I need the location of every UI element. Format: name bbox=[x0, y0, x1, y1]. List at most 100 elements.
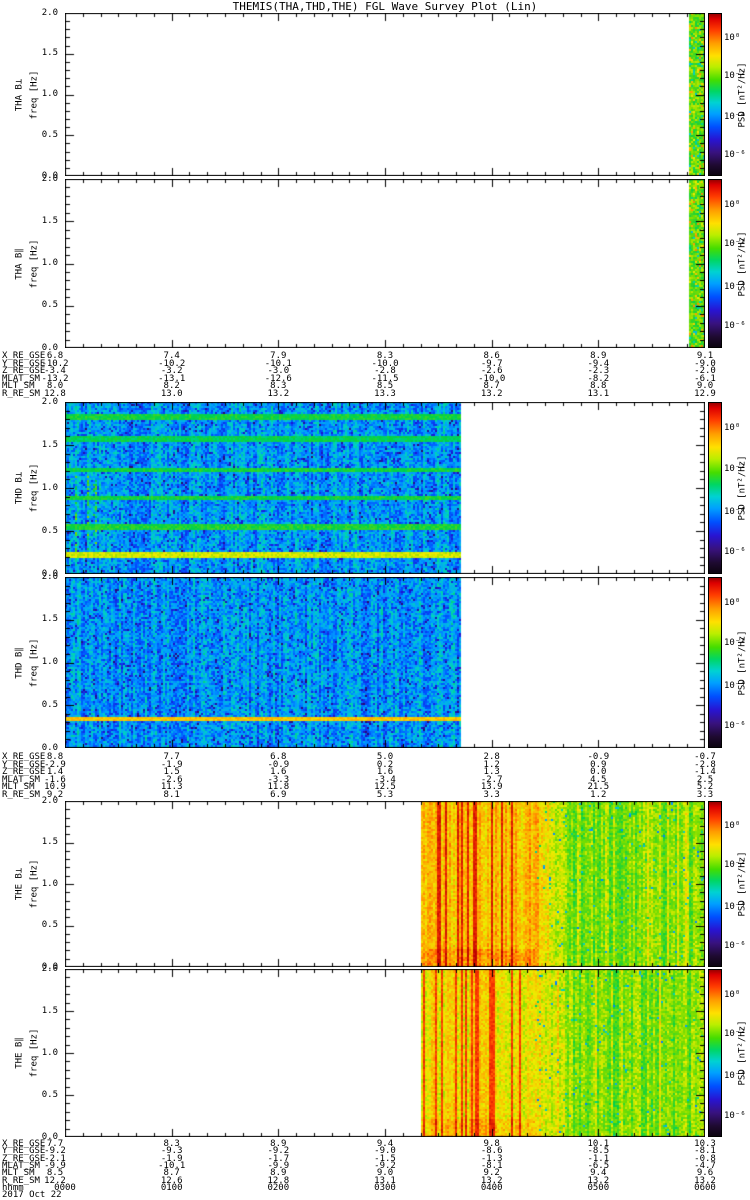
ephemeris-value: -10.0 bbox=[371, 358, 399, 369]
ephemeris-value: -2.3 bbox=[587, 366, 610, 377]
ephemeris-value: 8.5 bbox=[46, 1168, 64, 1179]
ephemeris-value: 11.3 bbox=[160, 782, 183, 793]
freq-tick-label: 0.5 bbox=[41, 129, 58, 140]
ephemeris-value: -8.6 bbox=[480, 1146, 503, 1157]
colorbar-tick-label: 10⁻⁴ bbox=[724, 680, 746, 691]
freq-tick-label: 0.5 bbox=[41, 300, 58, 311]
ephemeris-value: 12.9 bbox=[694, 389, 716, 399]
ephemeris-value: 13.2 bbox=[694, 1175, 716, 1186]
freq-tick-label: 0.0 bbox=[41, 170, 58, 181]
panel-label-the-bperp: THE B⊥ bbox=[14, 867, 25, 901]
colorbar-tick-label: 10⁰ bbox=[724, 32, 741, 43]
ephemeris-value: -8.5 bbox=[587, 1146, 610, 1157]
freq-tick-label: 1.5 bbox=[41, 1005, 58, 1016]
ephemeris-row-label: MLT_SM bbox=[2, 381, 35, 392]
ephemeris-value: -1.6 bbox=[44, 774, 66, 785]
ephemeris-value: -12.6 bbox=[264, 373, 292, 384]
ephemeris-value: 8.2 bbox=[163, 381, 180, 392]
ephemeris-value: 9.4 bbox=[376, 1139, 394, 1149]
colorbar-tick-label: 10⁻⁴ bbox=[724, 901, 746, 912]
ephemeris-row-label: Y_RE_GSE bbox=[2, 759, 46, 770]
freq-tick-label: 0.0 bbox=[41, 1131, 58, 1142]
freq-tick-label: 1.5 bbox=[41, 48, 58, 59]
ephemeris-value: -6.1 bbox=[694, 373, 716, 384]
colorbar-tick-label: 10⁻² bbox=[724, 860, 746, 871]
psd-axis-label: PSD [nT²/Hz] bbox=[737, 851, 748, 917]
colorbar bbox=[708, 969, 722, 1137]
ephemeris-value: 10.3 bbox=[694, 1139, 716, 1149]
ephemeris-value: 9.6 bbox=[696, 1168, 714, 1179]
time-tick-label: 0400 bbox=[480, 1182, 503, 1193]
ephemeris-value: -1.7 bbox=[267, 1153, 290, 1164]
colorbar bbox=[708, 801, 722, 967]
freq-tick-label: 2.0 bbox=[41, 7, 58, 18]
ephemeris-value: 8.7 bbox=[163, 1168, 180, 1179]
colorbar-tick-label: 10⁻² bbox=[724, 239, 746, 250]
ephemeris-row-label: MLT_SM bbox=[2, 782, 35, 793]
ephemeris-value: -0.7 bbox=[694, 752, 716, 762]
ephemeris-value: 11.8 bbox=[267, 782, 290, 793]
spectrogram-thd-bpar bbox=[65, 577, 705, 748]
spectrogram-tha-bpar bbox=[65, 179, 705, 348]
freq-tick-label: 0.0 bbox=[41, 742, 58, 753]
freq-tick-label: 1.5 bbox=[41, 439, 58, 450]
time-tick-label: 0200 bbox=[267, 1182, 290, 1193]
ephemeris-value: -9.9 bbox=[267, 1160, 290, 1171]
ephemeris-value: 1.6 bbox=[376, 767, 394, 778]
plot-title: THEMIS(THA,THD,THE) FGL Wave Survey Plot… bbox=[232, 0, 538, 13]
ephemeris-value: -6.5 bbox=[587, 1160, 610, 1171]
ephemeris-value: 21.5 bbox=[587, 782, 610, 793]
ephemeris-value: -10.2 bbox=[41, 358, 69, 369]
ephemeris-row-label: R_RE_SM bbox=[2, 1175, 40, 1186]
ephemeris-value: -0.8 bbox=[694, 1153, 716, 1164]
colorbar-tick-label: 10⁰ bbox=[724, 423, 741, 434]
ephemeris-value: 13.1 bbox=[587, 389, 610, 399]
ephemeris-value: 8.9 bbox=[270, 1139, 287, 1149]
freq-axis-label: freq [Hz] bbox=[29, 70, 40, 119]
ephemeris-row-label: R_RE_SM bbox=[2, 790, 40, 800]
ephemeris-value: 8.0 bbox=[46, 381, 64, 392]
ephemeris-value: 7.9 bbox=[270, 351, 287, 361]
ephemeris-row-label: MLAT_SM bbox=[2, 1160, 40, 1171]
freq-tick-label: 0.0 bbox=[41, 568, 58, 579]
colorbar-tick-label: 10⁻² bbox=[724, 638, 746, 649]
ephemeris-value: 12.6 bbox=[160, 1175, 183, 1186]
spectrogram-tha-bperp bbox=[65, 13, 705, 176]
ephemeris-value: -10.1 bbox=[158, 1160, 186, 1171]
ephemeris-value: -9.2 bbox=[44, 1146, 66, 1157]
ephemeris-value: 10.9 bbox=[44, 782, 66, 793]
colorbar-tick-label: 10⁻⁶ bbox=[724, 321, 746, 332]
ephemeris-value: -9.3 bbox=[160, 1146, 183, 1157]
ephemeris-value: 8.3 bbox=[270, 381, 287, 392]
colorbar-tick-label: 10⁻² bbox=[724, 463, 746, 474]
freq-tick-label: 1.5 bbox=[41, 837, 58, 847]
psd-axis-label: PSD [nT²/Hz] bbox=[737, 1020, 748, 1086]
colorbar-tick-label: 10⁻² bbox=[724, 1029, 746, 1040]
ephemeris-value: 7.7 bbox=[46, 1139, 64, 1149]
colorbar-tick-label: 10⁻² bbox=[724, 71, 746, 82]
ephemeris-row-label: Z_RE_GSE bbox=[2, 366, 46, 377]
ephemeris-value: 12.2 bbox=[44, 1175, 66, 1186]
freq-axis-label: freq [Hz] bbox=[29, 1028, 40, 1078]
ephemeris-row-label: R_RE_SM bbox=[2, 389, 40, 399]
freq-tick-label: 0.5 bbox=[41, 920, 58, 930]
freq-axis-label: freq [Hz] bbox=[29, 463, 40, 513]
ephemeris-value: 2.8 bbox=[483, 752, 500, 762]
ephemeris-value: 6.8 bbox=[46, 351, 64, 361]
colorbar bbox=[708, 13, 722, 176]
freq-tick-label: 0.5 bbox=[41, 525, 58, 536]
ephemeris-value: 12.5 bbox=[374, 782, 396, 793]
freq-tick-label: 1.0 bbox=[41, 878, 58, 889]
ephemeris-value: 2.5 bbox=[696, 774, 714, 785]
ephemeris-value: 8.8 bbox=[590, 381, 607, 392]
freq-tick-label: 0.5 bbox=[41, 1089, 58, 1100]
ephemeris-value: 3.3 bbox=[696, 790, 714, 800]
ephemeris-value: 13.3 bbox=[374, 389, 396, 399]
freq-tick-label: 2.0 bbox=[41, 963, 58, 974]
ephemeris-row-label: Z_RE_GSE bbox=[2, 767, 46, 778]
ephemeris-value: -3.3 bbox=[267, 774, 290, 785]
ephemeris-value: -3.0 bbox=[267, 366, 290, 377]
time-tick-label: 0500 bbox=[587, 1182, 610, 1193]
colorbar-tick-label: 10⁰ bbox=[724, 989, 741, 1000]
ephemeris-value: -9.2 bbox=[267, 1146, 290, 1157]
